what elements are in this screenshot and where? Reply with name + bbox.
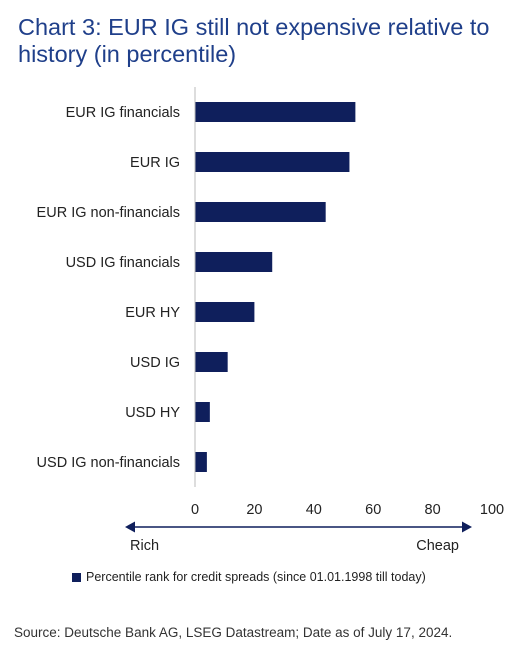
- x-tick-label: 20: [246, 502, 262, 518]
- rich-label: Rich: [130, 538, 159, 554]
- category-label: EUR IG non-financials: [37, 205, 180, 221]
- x-tick-label: 80: [425, 502, 441, 518]
- legend-label: Percentile rank for credit spreads (sinc…: [86, 570, 426, 584]
- bar: [195, 202, 326, 222]
- category-labels: EUR IG financials EUR IG EUR IG non-financ…: [37, 105, 181, 471]
- bar: [195, 402, 210, 422]
- legend: Percentile rank for credit spreads (sinc…: [72, 570, 426, 584]
- category-label: USD HY: [125, 405, 180, 421]
- bar: [195, 102, 356, 122]
- x-tick-label: 100: [480, 502, 504, 518]
- x-tick-label: 0: [191, 502, 199, 518]
- bars-layer: [195, 102, 356, 472]
- bar: [195, 252, 273, 272]
- bar: [195, 352, 228, 372]
- tick-labels: 0 20 40 60 80 100: [191, 502, 504, 518]
- category-label: USD IG non-financials: [37, 455, 180, 471]
- cheap-label: Cheap: [416, 538, 459, 554]
- category-label: EUR HY: [125, 305, 180, 321]
- category-label: USD IG financials: [66, 255, 180, 271]
- bar: [195, 152, 350, 172]
- x-tick-label: 40: [306, 502, 322, 518]
- legend-swatch: [72, 572, 81, 582]
- category-label: EUR IG financials: [66, 105, 180, 121]
- bar: [195, 452, 207, 472]
- category-label: EUR IG: [130, 155, 180, 171]
- source-note: Source: Deutsche Bank AG, LSEG Datastrea…: [14, 625, 453, 640]
- left-arrowhead: [125, 521, 135, 533]
- category-label: USD IG: [130, 355, 180, 371]
- right-arrowhead: [462, 521, 472, 533]
- bar: [195, 302, 255, 322]
- x-tick-label: 60: [365, 502, 381, 518]
- chart-title: Chart 3: EUR IG still not expensive rela…: [18, 14, 490, 67]
- direction-indicator: Rich Cheap: [125, 521, 472, 554]
